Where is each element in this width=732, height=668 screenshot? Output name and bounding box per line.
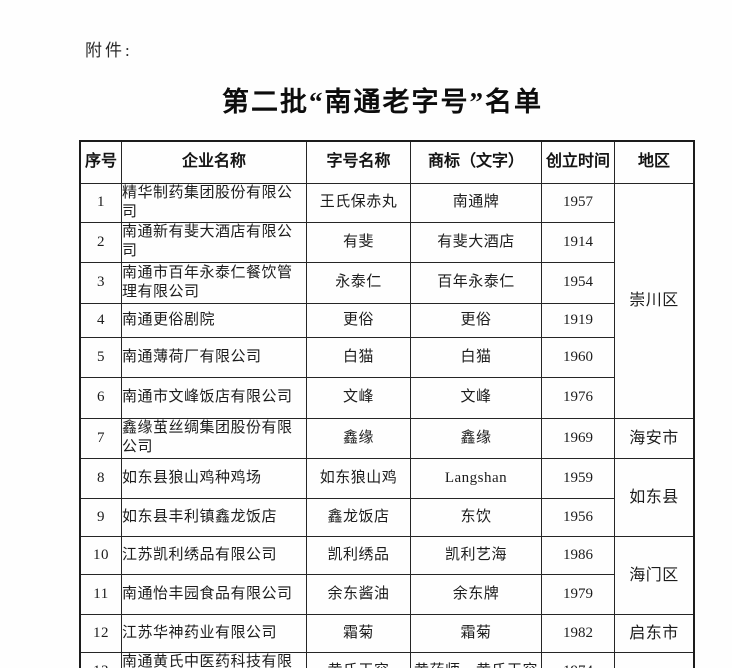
column-header-seq: 序号 xyxy=(79,140,122,184)
cell-trademark: 东饮 xyxy=(410,497,542,537)
cell-seq: 5 xyxy=(79,336,122,378)
cell-seq: 11 xyxy=(79,573,122,615)
column-header-region: 地区 xyxy=(614,140,695,184)
cell-trademark: 鑫缘 xyxy=(410,417,542,459)
cell-region xyxy=(614,651,695,668)
cell-brand: 有斐 xyxy=(306,221,411,263)
cell-trademark: 百年永泰仁 xyxy=(410,261,542,304)
cell-company: 如东县丰利镇鑫龙饭店 xyxy=(121,497,307,537)
cell-brand: 如东狼山鸡 xyxy=(306,457,411,499)
cell-seq: 12 xyxy=(79,613,122,653)
cell-trademark: 霜菊 xyxy=(410,613,542,653)
column-header-brand: 字号名称 xyxy=(306,140,411,184)
cell-company: 南通薄荷厂有限公司 xyxy=(121,336,307,378)
table-header-row: 序号 企业名称 字号名称 商标（文字） 创立时间 地区 xyxy=(79,140,695,184)
cell-founded: 1969 xyxy=(541,417,615,459)
cell-founded: 1974 xyxy=(541,651,615,668)
cell-founded: 1959 xyxy=(541,457,615,499)
cell-brand: 永泰仁 xyxy=(306,261,411,304)
cell-seq: 3 xyxy=(79,261,122,304)
cell-trademark: 凯利艺海 xyxy=(410,535,542,575)
cell-company: 如东县狼山鸡种鸡场 xyxy=(121,457,307,499)
cell-seq: 6 xyxy=(79,376,122,419)
cell-founded: 1976 xyxy=(541,376,615,419)
cell-seq: 7 xyxy=(79,417,122,459)
column-header-founded: 创立时间 xyxy=(541,140,615,184)
cell-seq: 10 xyxy=(79,535,122,575)
cell-region: 海门区 xyxy=(614,535,695,615)
table-row: 3 南通市百年永泰仁餐饮管理有限公司 永泰仁 百年永泰仁 1954 xyxy=(79,261,694,304)
cell-trademark: 白猫 xyxy=(410,336,542,378)
table-row: 11 南通怡丰园食品有限公司 余东酱油 余东牌 1979 xyxy=(79,573,694,615)
cell-seq: 2 xyxy=(79,221,122,263)
cell-seq: 9 xyxy=(79,497,122,537)
cell-brand: 黄氏玉容 xyxy=(306,651,411,668)
cell-region: 海安市 xyxy=(614,417,695,459)
cell-company: 江苏华神药业有限公司 xyxy=(121,613,307,653)
cell-company: 南通市文峰饭店有限公司 xyxy=(121,376,307,419)
table-row: 6 南通市文峰饭店有限公司 文峰 文峰 1976 xyxy=(79,376,694,419)
table-row: 4 南通更俗剧院 更俗 更俗 1919 xyxy=(79,302,694,338)
cell-brand: 更俗 xyxy=(306,302,411,338)
table-row: 7 鑫缘茧丝绸集团股份有限公司 鑫缘 鑫缘 1969 海安市 xyxy=(79,417,695,459)
column-header-company: 企业名称 xyxy=(121,140,307,184)
cell-company: 南通新有斐大酒店有限公司 xyxy=(121,221,307,263)
cell-trademark: 更俗 xyxy=(410,302,542,338)
cell-company: 南通更俗剧院 xyxy=(121,302,307,338)
cell-trademark: 余东牌 xyxy=(410,573,542,615)
brands-table: 序号 企业名称 字号名称 商标（文字） 创立时间 地区 1 精华制药集团股份有限公司 王氏保赤… xyxy=(79,140,695,668)
cell-trademark: 南通牌 xyxy=(410,182,542,223)
cell-brand: 霜菊 xyxy=(306,613,411,653)
page-title: 第二批“南通老字号”名单 xyxy=(222,87,543,117)
cell-brand: 鑫龙饭店 xyxy=(306,497,411,537)
cell-company: 精华制药集团股份有限公司 xyxy=(121,182,307,223)
cell-trademark: Langshan xyxy=(410,457,542,499)
cell-brand: 白猫 xyxy=(306,336,411,378)
table-row: 2 南通新有斐大酒店有限公司 有斐 有斐大酒店 1914 xyxy=(79,221,694,263)
table-row: 8 如东县狼山鸡种鸡场 如东狼山鸡 Langshan 1959 如东县 xyxy=(79,457,695,537)
cell-company: 南通黄氏中医药科技有限公司 xyxy=(121,651,307,668)
cell-region: 启东市 xyxy=(614,613,695,653)
cell-founded: 1986 xyxy=(541,535,615,575)
column-header-trademark: 商标（文字） xyxy=(410,140,542,184)
cell-brand: 文峰 xyxy=(306,376,411,419)
cell-founded: 1957 xyxy=(541,182,615,223)
cell-brand: 凯利绣品 xyxy=(306,535,411,575)
cell-founded: 1960 xyxy=(541,336,615,378)
cell-founded: 1982 xyxy=(541,613,615,653)
cell-founded: 1956 xyxy=(541,497,615,537)
cell-region: 崇川区 xyxy=(614,182,695,419)
cell-brand: 鑫缘 xyxy=(306,417,411,459)
attachment-label: 附件: xyxy=(85,41,133,60)
cell-company: 南通市百年永泰仁餐饮管理有限公司 xyxy=(121,261,307,304)
cell-brand: 余东酱油 xyxy=(306,573,411,615)
cell-founded: 1979 xyxy=(541,573,615,615)
cell-seq: 8 xyxy=(79,457,122,499)
cell-founded: 1914 xyxy=(541,221,615,263)
cell-region: 如东县 xyxy=(614,457,695,537)
table-row: 1 精华制药集团股份有限公司 王氏保赤丸 南通牌 1957 崇川区 xyxy=(79,182,695,419)
cell-founded: 1919 xyxy=(541,302,615,338)
cell-trademark: 文峰 xyxy=(410,376,542,419)
table-row: 10 江苏凯利绣品有限公司 凯利绣品 凯利艺海 1986 海门区 xyxy=(79,535,695,615)
cell-company: 鑫缘茧丝绸集团股份有限公司 xyxy=(121,417,307,459)
cell-trademark: 黄药师、黄氏玉容 xyxy=(410,651,542,668)
cell-brand: 王氏保赤丸 xyxy=(306,182,411,223)
cell-company: 江苏凯利绣品有限公司 xyxy=(121,535,307,575)
table-row: 12 江苏华神药业有限公司 霜菊 霜菊 1982 启东市 xyxy=(79,613,695,653)
cell-company: 南通怡丰园食品有限公司 xyxy=(121,573,307,615)
table-row: 13南通黄氏中医药科技有限公司黄氏玉容黄药师、黄氏玉容1974 xyxy=(79,651,695,668)
table-body: 1 精华制药集团股份有限公司 王氏保赤丸 南通牌 1957 崇川区 2 南通新有斐大酒店有限公… xyxy=(79,182,695,668)
table-row: 9 如东县丰利镇鑫龙饭店 鑫龙饭店 东饮 1956 xyxy=(79,497,694,537)
cell-seq: 1 xyxy=(79,182,122,223)
cell-seq: 4 xyxy=(79,302,122,338)
cell-seq: 13 xyxy=(79,651,122,668)
cell-trademark: 有斐大酒店 xyxy=(410,221,542,263)
cell-founded: 1954 xyxy=(541,261,615,304)
table-row: 5 南通薄荷厂有限公司 白猫 白猫 1960 xyxy=(79,336,694,378)
